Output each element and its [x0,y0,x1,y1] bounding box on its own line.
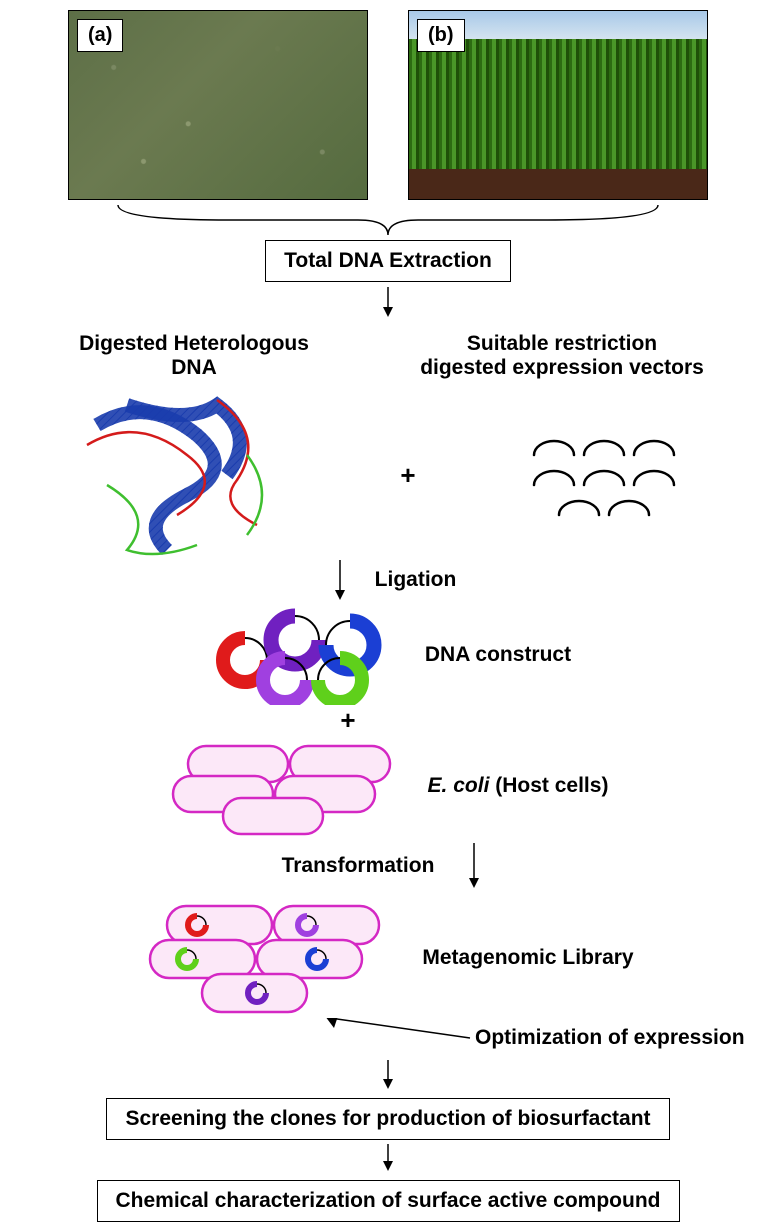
extraction-box: Total DNA Extraction [265,240,511,282]
library-cells-icon [142,898,402,1018]
photo-b-label: (b) [417,19,465,52]
photo-b-crops: (b) [408,10,708,200]
transformation-row: Transformation [0,838,776,893]
vectors-label-line1: Suitable restriction [402,332,722,356]
arrow-ligation [320,555,360,605]
screening-step: Screening the clones for production of b… [0,1098,776,1140]
construct-label: DNA construct [425,643,571,667]
crop-soil-strip [409,169,707,199]
host-label-rest: (Host cells) [489,774,608,797]
arrow-1 [0,282,776,322]
plasmid-construct-icon [205,605,405,705]
construct-row: DNA construct [0,605,776,705]
vector-arcs-icon [509,420,709,530]
extraction-step: Total DNA Extraction [0,240,776,282]
plus-2: + [0,705,776,736]
arrow-transformation [454,838,494,893]
characterization-step: Chemical characterization of surface act… [0,1180,776,1222]
host-label: E. coli (Host cells) [428,774,609,798]
sample-photos-row: (a) (b) [0,0,776,200]
optimization-row: Optimization of expression [0,1018,776,1058]
optimization-label: Optimization of expression [475,1026,745,1050]
dna-vectors-graphics: + [0,385,776,565]
transformation-label: Transformation [282,854,435,878]
photo-a-soil: (a) [68,10,368,200]
join-bracket [68,200,708,240]
library-label: Metagenomic Library [422,946,633,970]
arrow-to-screening [0,1058,776,1093]
vectors-label-line2: digested expression vectors [402,356,722,380]
host-cells-row: E. coli (Host cells) [0,736,776,836]
library-row: Metagenomic Library [0,898,776,1018]
vectors-label: Suitable restriction digested expression… [402,332,722,380]
screening-box: Screening the clones for production of b… [106,1098,669,1140]
ligation-label: Ligation [375,568,457,592]
dna-vectors-labels: Digested Heterologous DNA Suitable restr… [0,332,776,380]
digested-dna-label: Digested Heterologous DNA [54,332,334,380]
photo-a-label: (a) [77,19,123,52]
dna-tangle-icon [67,385,307,565]
plus-1: + [400,460,415,491]
host-label-italic: E. coli [428,774,490,797]
host-cells-icon [168,736,408,836]
characterization-box: Chemical characterization of surface act… [97,1180,680,1222]
arrow-to-characterization [0,1140,776,1175]
